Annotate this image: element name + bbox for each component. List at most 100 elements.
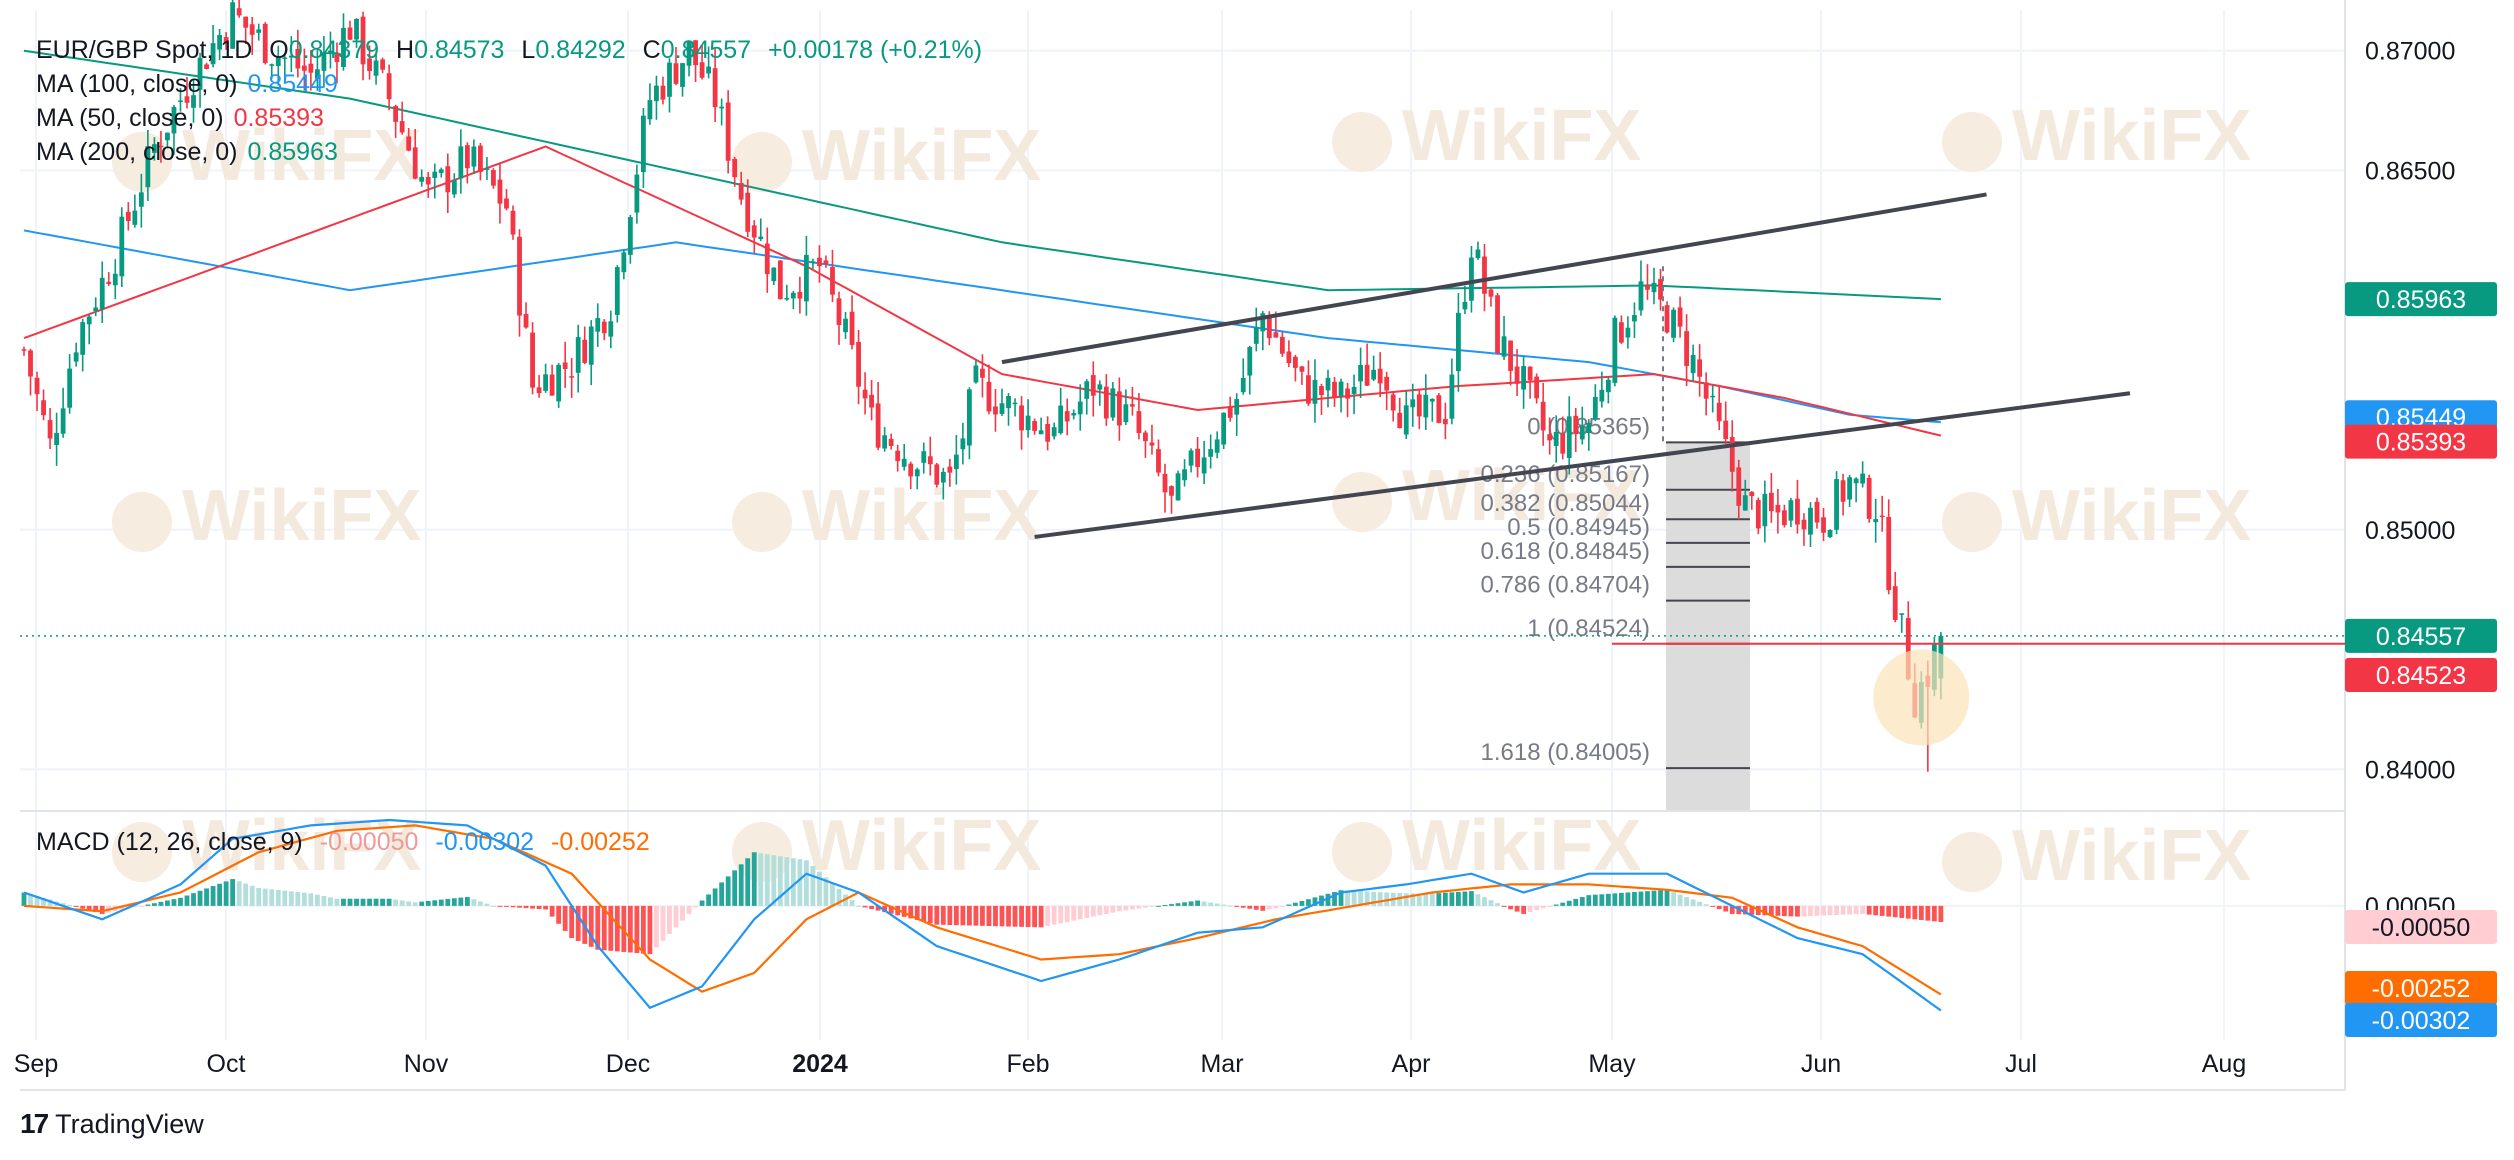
candle-body bbox=[1853, 478, 1859, 484]
candle-body bbox=[1143, 432, 1148, 442]
candle-body bbox=[1873, 519, 1879, 523]
macd-histogram-bar bbox=[301, 892, 307, 906]
watermark-logo-icon bbox=[1332, 472, 1392, 532]
candle-body bbox=[1416, 394, 1422, 417]
macd-signal-line bbox=[23, 824, 1942, 996]
candle-body bbox=[1071, 413, 1077, 416]
macd-histogram-bar bbox=[745, 858, 751, 906]
macd-histogram-bar bbox=[60, 903, 66, 906]
candle-body bbox=[614, 267, 620, 315]
candle-body bbox=[1286, 351, 1292, 364]
macd-histogram-bar bbox=[1677, 894, 1683, 906]
macd-histogram-bar bbox=[1782, 905, 1787, 917]
candle-body bbox=[582, 339, 588, 363]
candle-body bbox=[1279, 336, 1285, 354]
macd-histogram-bar bbox=[93, 905, 99, 913]
x-tick-label: Jul bbox=[2005, 1050, 2037, 1078]
x-tick-label: May bbox=[1588, 1050, 1636, 1078]
candle-body bbox=[953, 454, 959, 470]
candle-body bbox=[1553, 431, 1559, 446]
watermark-logo-icon bbox=[1332, 822, 1392, 882]
candle-body bbox=[354, 18, 359, 40]
candle-body bbox=[641, 115, 646, 173]
candle-body bbox=[699, 62, 705, 78]
candle-body bbox=[595, 318, 601, 332]
macd-histogram-bar bbox=[738, 864, 744, 906]
macd-histogram-bar bbox=[1619, 892, 1624, 906]
macd-histogram-bar bbox=[1521, 905, 1526, 914]
candle-body bbox=[373, 60, 379, 76]
candle-body bbox=[1768, 492, 1774, 512]
candle-body bbox=[1482, 256, 1487, 294]
candle-body bbox=[588, 326, 594, 365]
candle-body bbox=[86, 316, 92, 325]
candle-body bbox=[243, 16, 249, 28]
x-tick-label: Apr bbox=[1392, 1050, 1431, 1078]
macd-histogram-bar bbox=[178, 897, 183, 906]
macd-histogram-bar bbox=[438, 899, 444, 906]
highlight-circle bbox=[1873, 649, 1970, 746]
candle-body bbox=[601, 321, 607, 334]
fibonacci-retracement[interactable]: 0 (0.85365)0.236 (0.85167)0.382 (0.85044… bbox=[1481, 413, 1750, 810]
candle-body bbox=[1253, 327, 1259, 344]
candle-body bbox=[1716, 402, 1722, 422]
candle-body bbox=[1619, 322, 1624, 343]
candle-body bbox=[543, 374, 548, 391]
macd-histogram-bar bbox=[934, 905, 940, 925]
macd-histogram-bar bbox=[1351, 890, 1357, 906]
macd-histogram-bar bbox=[1892, 905, 1898, 918]
macd-histogram-bar bbox=[432, 900, 438, 906]
candle-body bbox=[138, 192, 144, 207]
tradingview-logo-icon: 17 bbox=[20, 1108, 49, 1139]
macd-histogram-bar bbox=[321, 896, 327, 906]
macd-histogram-bar bbox=[354, 898, 359, 906]
candle-body bbox=[1221, 412, 1227, 445]
macd-histogram-bar bbox=[1508, 905, 1513, 910]
candle-body bbox=[275, 57, 281, 67]
macd-histogram-bar bbox=[1397, 893, 1403, 906]
candle-body bbox=[608, 321, 614, 337]
candle-body bbox=[1442, 419, 1448, 425]
candle-body bbox=[719, 106, 725, 109]
macd-histogram-bar bbox=[1338, 890, 1344, 906]
candle-body bbox=[862, 389, 868, 399]
candle-body bbox=[627, 217, 633, 255]
macd-histogram-bar bbox=[197, 890, 203, 906]
macd-histogram-bar bbox=[1671, 892, 1676, 906]
macd-label-signal-bg bbox=[2345, 971, 2497, 1005]
candle-body bbox=[1019, 405, 1024, 431]
candle-body bbox=[1110, 388, 1116, 418]
watermark-0: WikiFX bbox=[182, 116, 421, 196]
macd-pane bbox=[21, 818, 1944, 1012]
macd-histogram-bar bbox=[1436, 893, 1442, 906]
macd-histogram-bar bbox=[530, 905, 535, 909]
candle-body bbox=[1260, 313, 1266, 332]
candle-body bbox=[980, 368, 985, 378]
macd-histogram-bar bbox=[210, 886, 216, 906]
candle-body bbox=[1084, 381, 1090, 399]
macd-histogram-bar bbox=[1429, 893, 1435, 906]
macd-histogram-bar bbox=[588, 905, 594, 947]
candle-body bbox=[1156, 449, 1161, 473]
macd-histogram-bar bbox=[1573, 898, 1579, 906]
candle-body bbox=[1801, 519, 1807, 530]
macd-histogram-bar bbox=[953, 905, 959, 926]
macd-histogram-bar bbox=[1599, 894, 1605, 906]
candle-body bbox=[1821, 517, 1826, 533]
macd-histogram-bar bbox=[1592, 894, 1598, 906]
x-tick-label: Feb bbox=[1006, 1050, 1049, 1078]
macd-histogram-bar bbox=[99, 905, 105, 914]
macd-histogram-bar bbox=[295, 892, 301, 906]
macd-histogram-bar bbox=[1149, 905, 1155, 907]
candle-body bbox=[80, 322, 86, 355]
macd-histogram-bar bbox=[1403, 893, 1409, 906]
macd-histogram-bar bbox=[471, 899, 477, 906]
tradingview-brand[interactable]: 17 TradingView bbox=[20, 1108, 204, 1140]
macd-histogram-bar bbox=[256, 888, 262, 906]
candle-body bbox=[1508, 340, 1513, 371]
macd-histogram-bar bbox=[1612, 893, 1618, 906]
y-tick-label: 0.84000 bbox=[2365, 756, 2455, 784]
legend-change: +0.00178 (+0.21%) bbox=[768, 36, 983, 64]
drawing-tools[interactable] bbox=[20, 192, 2345, 746]
channel-upper-line bbox=[1001, 192, 1987, 365]
